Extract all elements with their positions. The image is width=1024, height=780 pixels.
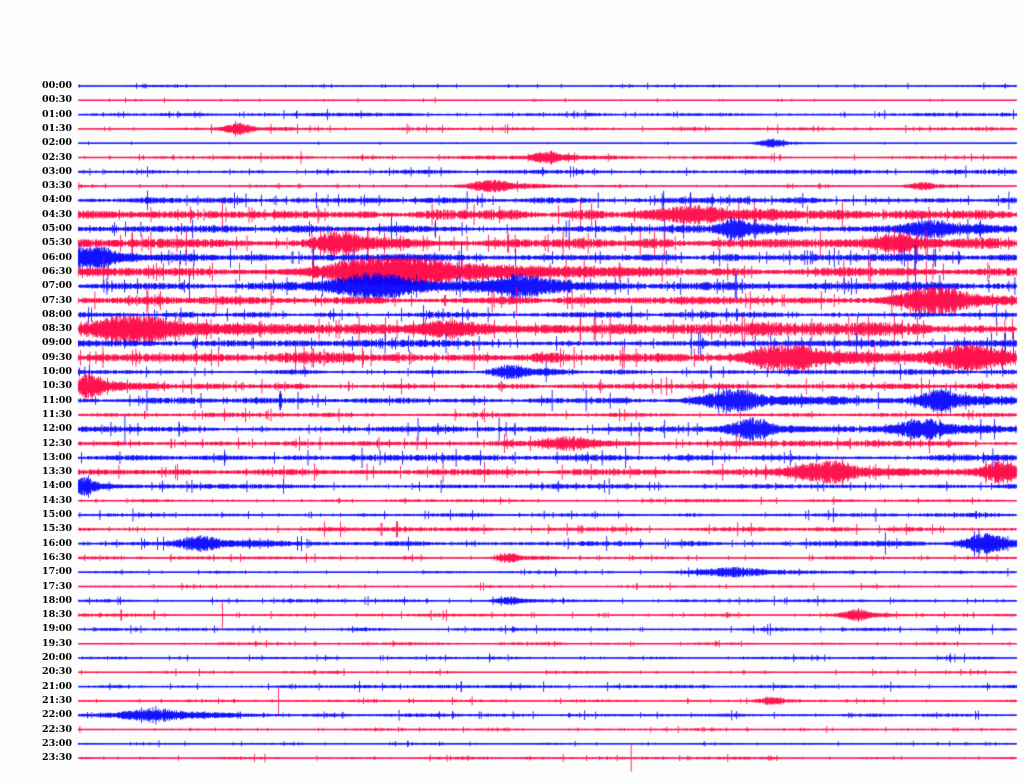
time-label: 19:00 bbox=[42, 623, 72, 635]
time-label: 05:00 bbox=[42, 223, 72, 234]
time-label: 03:30 bbox=[42, 180, 72, 192]
time-label: 14:00 bbox=[42, 480, 72, 492]
time-label: 07:30 bbox=[42, 294, 72, 306]
time-label: 21:30 bbox=[42, 694, 72, 706]
time-label: 19:30 bbox=[42, 637, 72, 649]
time-label: 14:30 bbox=[42, 494, 72, 506]
time-label: 11:00 bbox=[42, 394, 72, 406]
time-label: 08:30 bbox=[42, 323, 72, 335]
time-label: 09:00 bbox=[42, 337, 72, 349]
time-label: 18:30 bbox=[42, 609, 72, 621]
time-axis-labels: 00:00 00:30 01:00 01:30 02:00 02:30 03:00 03:30… bbox=[18, 0, 72, 780]
time-label: 16:30 bbox=[42, 551, 72, 563]
time-label: 04:00 bbox=[42, 194, 72, 206]
time-label: 21:00 bbox=[42, 680, 72, 692]
time-label: 04:30 bbox=[42, 208, 72, 220]
time-label: 09:30 bbox=[42, 351, 72, 363]
time-label: 20:00 bbox=[42, 652, 72, 663]
time-label: 12:30 bbox=[42, 437, 72, 449]
time-label: 16:00 bbox=[42, 537, 72, 549]
time-label: 11:30 bbox=[42, 408, 72, 420]
time-label: 13:00 bbox=[42, 451, 72, 463]
time-label: 23:00 bbox=[42, 737, 72, 749]
time-label: 17:30 bbox=[42, 580, 72, 592]
time-label: 22:30 bbox=[42, 723, 72, 735]
time-label: 17:00 bbox=[42, 566, 72, 578]
time-label: 15:00 bbox=[42, 509, 72, 520]
time-label: 15:30 bbox=[42, 523, 72, 535]
time-label: 03:00 bbox=[42, 165, 72, 177]
time-label: 10:30 bbox=[42, 380, 72, 392]
time-label: 05:30 bbox=[42, 237, 72, 249]
time-label: 02:30 bbox=[42, 151, 72, 163]
time-label: 20:30 bbox=[42, 666, 72, 678]
time-label: 10:00 bbox=[42, 366, 72, 377]
time-label: 00:30 bbox=[42, 94, 72, 106]
time-label: 00:00 bbox=[42, 80, 72, 91]
time-label: 01:30 bbox=[42, 122, 72, 134]
time-label: 02:00 bbox=[42, 137, 72, 149]
time-label: 23:30 bbox=[42, 752, 72, 764]
time-label: 01:00 bbox=[42, 108, 72, 120]
time-label: 12:00 bbox=[42, 423, 72, 435]
time-label: 07:00 bbox=[42, 280, 72, 292]
time-label: 06:30 bbox=[42, 265, 72, 277]
time-label: 18:00 bbox=[42, 594, 72, 606]
time-label: 06:00 bbox=[42, 251, 72, 263]
time-label: 22:00 bbox=[42, 709, 72, 721]
time-label: 08:00 bbox=[42, 308, 72, 320]
time-label: 13:30 bbox=[42, 466, 72, 478]
